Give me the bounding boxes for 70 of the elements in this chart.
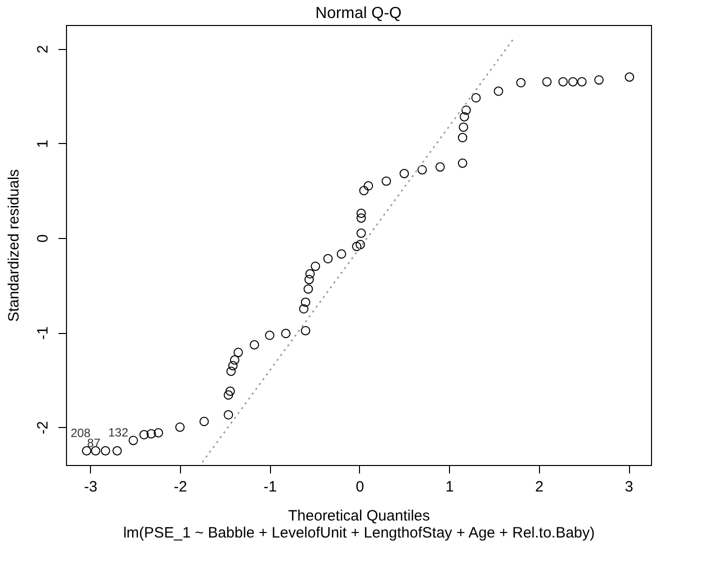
point	[139, 430, 149, 440]
point	[458, 158, 468, 168]
point	[558, 77, 568, 86]
point	[234, 348, 243, 358]
point	[364, 181, 374, 191]
x-tick-label: 1	[445, 478, 454, 496]
point	[435, 162, 445, 172]
y-axis-title: Standardized residuals	[6, 169, 22, 322]
x-tick-label: -2	[174, 478, 188, 496]
x-tick-label: 0	[356, 478, 364, 496]
point	[568, 77, 578, 86]
y-tick-label: 0	[34, 234, 52, 243]
x-axis-title: Theoretical Quantiles	[288, 508, 430, 524]
point	[228, 360, 238, 370]
point	[281, 328, 291, 338]
point	[146, 429, 156, 438]
x-tick-label: -3	[84, 478, 98, 496]
point	[460, 112, 470, 122]
point	[624, 72, 634, 82]
chart-title: Normal Q-Q	[315, 5, 402, 22]
point	[356, 213, 366, 223]
point	[577, 77, 587, 86]
y-tick-label: 2	[34, 44, 52, 54]
point	[82, 446, 92, 456]
point	[300, 326, 310, 336]
point	[400, 168, 409, 178]
point	[310, 262, 320, 271]
point	[458, 132, 468, 142]
point	[299, 304, 308, 314]
point	[154, 428, 164, 438]
point	[382, 176, 391, 186]
point	[323, 254, 333, 264]
point	[175, 422, 185, 432]
annotation: 132	[108, 425, 129, 440]
y-tick-label: -1	[34, 326, 52, 340]
point	[356, 240, 365, 250]
x-tick-label: 3	[624, 478, 634, 496]
point	[300, 298, 310, 307]
point	[494, 86, 504, 96]
text: lm(PSE_1 ~ Babble + LevelofUnit + LengthofStay + Age + Rel.to.Baby)	[123, 524, 595, 542]
point	[594, 75, 604, 85]
point	[516, 78, 526, 88]
point	[336, 249, 346, 259]
point	[418, 165, 427, 174]
y-tick-label: -2	[34, 420, 52, 434]
point	[359, 186, 369, 196]
point	[305, 269, 315, 279]
y-tick-label: 1	[34, 140, 52, 148]
point	[230, 355, 240, 365]
point	[461, 105, 471, 115]
point	[226, 366, 236, 376]
point	[224, 410, 234, 420]
point	[352, 242, 362, 252]
point	[264, 330, 274, 340]
point	[199, 416, 209, 426]
point	[304, 284, 313, 294]
point	[226, 386, 235, 396]
point	[112, 446, 122, 456]
point	[224, 390, 234, 400]
point	[458, 122, 468, 132]
x-tick-label: 2	[535, 478, 544, 496]
point	[100, 446, 110, 456]
point	[356, 228, 366, 238]
x-tick-label: -1	[264, 478, 277, 496]
point	[471, 93, 481, 103]
point	[128, 436, 138, 446]
point	[542, 77, 552, 86]
point	[304, 274, 314, 284]
point	[356, 208, 366, 218]
point	[250, 340, 260, 350]
